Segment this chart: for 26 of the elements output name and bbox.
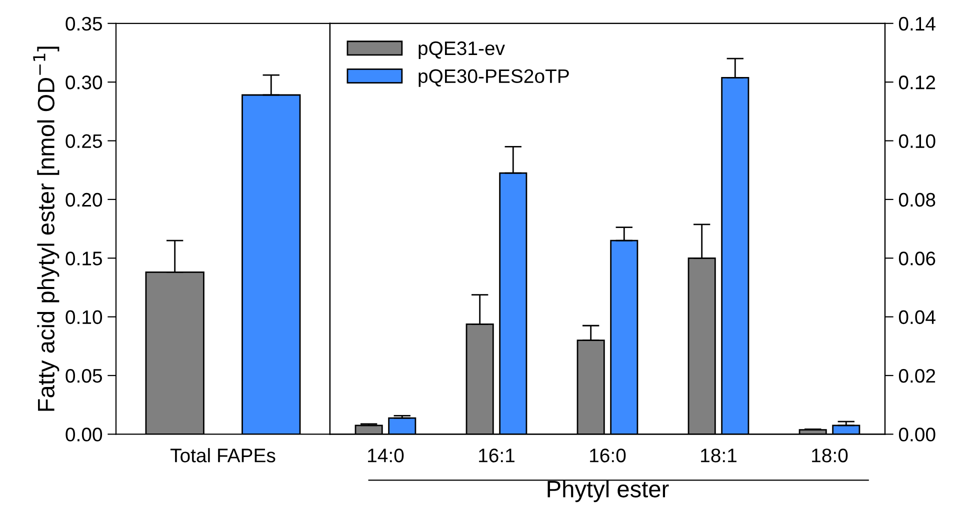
legend-label: pQE30-PES2oTP bbox=[418, 69, 569, 87]
y2-tick-label: 0.02 bbox=[898, 368, 936, 383]
y-tick-label: 0.05 bbox=[66, 368, 102, 383]
x-tick-label: 18:0 bbox=[812, 448, 848, 462]
y-axis-title: Fatty acid phytyl ester [nmol OD$^{−1}$] bbox=[33, 46, 60, 411]
y-tick-label: 0.35 bbox=[66, 16, 102, 31]
y-tick-label: 0.20 bbox=[66, 192, 102, 207]
y-tick-label: 0.30 bbox=[66, 76, 102, 90]
x-tick-label: 16:0 bbox=[590, 448, 626, 462]
x-axis-title: Phytyl ester bbox=[548, 480, 669, 502]
x-tick-label: Total FAPEs bbox=[170, 448, 276, 462]
y-tick-label: 0.00 bbox=[66, 428, 102, 442]
legend-label: pQE31-ev bbox=[418, 41, 505, 60]
y2-tick-label: 0.00 bbox=[898, 428, 936, 442]
y-tick-label: 0.10 bbox=[66, 310, 102, 324]
y-tick-label: 0.25 bbox=[66, 134, 102, 148]
x-tick-label: 18:1 bbox=[701, 448, 736, 462]
y2-tick-label: 0.12 bbox=[898, 76, 936, 90]
y-tick-label: 0.15 bbox=[66, 252, 102, 266]
y2-tick-label: 0.04 bbox=[898, 310, 936, 324]
y2-tick-label: 0.14 bbox=[898, 16, 936, 31]
y2-tick-label: 0.06 bbox=[898, 252, 936, 266]
y2-tick-label: 0.08 bbox=[898, 192, 936, 207]
x-tick-label: 14:0 bbox=[368, 448, 404, 462]
x-tick-label: 16:1 bbox=[479, 448, 514, 462]
y2-tick-label: 0.10 bbox=[898, 134, 936, 148]
